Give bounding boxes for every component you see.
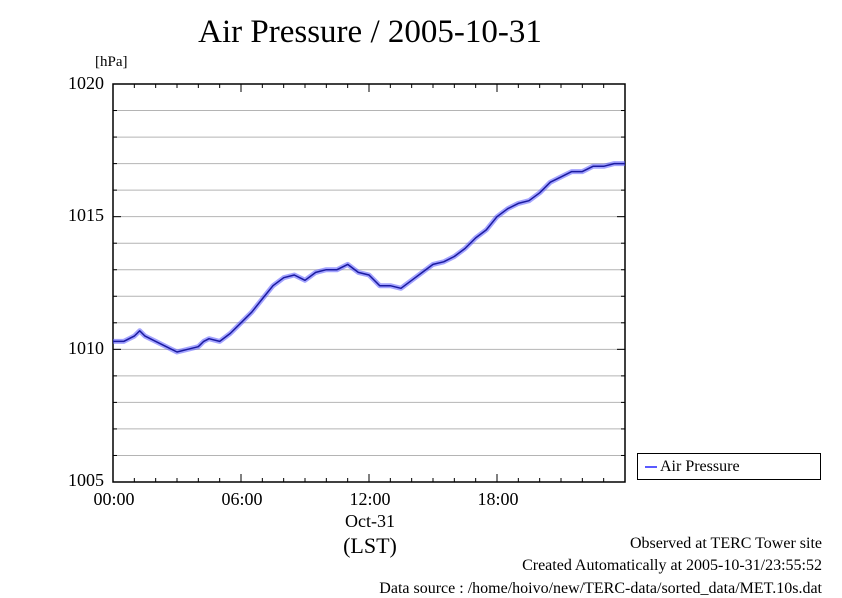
legend-label: Air Pressure bbox=[660, 458, 740, 475]
x-tick-label: 18:00 bbox=[477, 489, 519, 509]
legend: Air Pressure bbox=[637, 453, 821, 480]
footer-created: Created Automatically at 2005-10-31/23:5… bbox=[522, 557, 822, 574]
footer-source: Data source : /home/hoivo/new/TERC-data/… bbox=[379, 580, 822, 597]
y-tick-label: 1020 bbox=[68, 73, 104, 93]
footer-observed: Observed at TERC Tower site bbox=[629, 535, 822, 552]
x-axis-label: (LST) bbox=[343, 533, 397, 558]
x-tick-label: 12:00 bbox=[349, 489, 391, 509]
date-label: Oct-31 bbox=[345, 511, 395, 531]
series-band bbox=[113, 161, 625, 355]
legend-swatch bbox=[645, 466, 657, 468]
series-line bbox=[113, 162, 625, 353]
x-tick-label: 06:00 bbox=[221, 489, 263, 509]
plot-frame bbox=[112, 83, 626, 483]
y-axis-unit: [hPa] bbox=[95, 54, 128, 70]
chart-title: Air Pressure / 2005-10-31 bbox=[198, 14, 542, 50]
x-tick-label: 00:00 bbox=[93, 489, 135, 509]
y-tick-label: 1015 bbox=[68, 205, 104, 225]
y-tick-label: 1010 bbox=[68, 338, 104, 358]
y-tick-label: 1005 bbox=[68, 470, 104, 490]
